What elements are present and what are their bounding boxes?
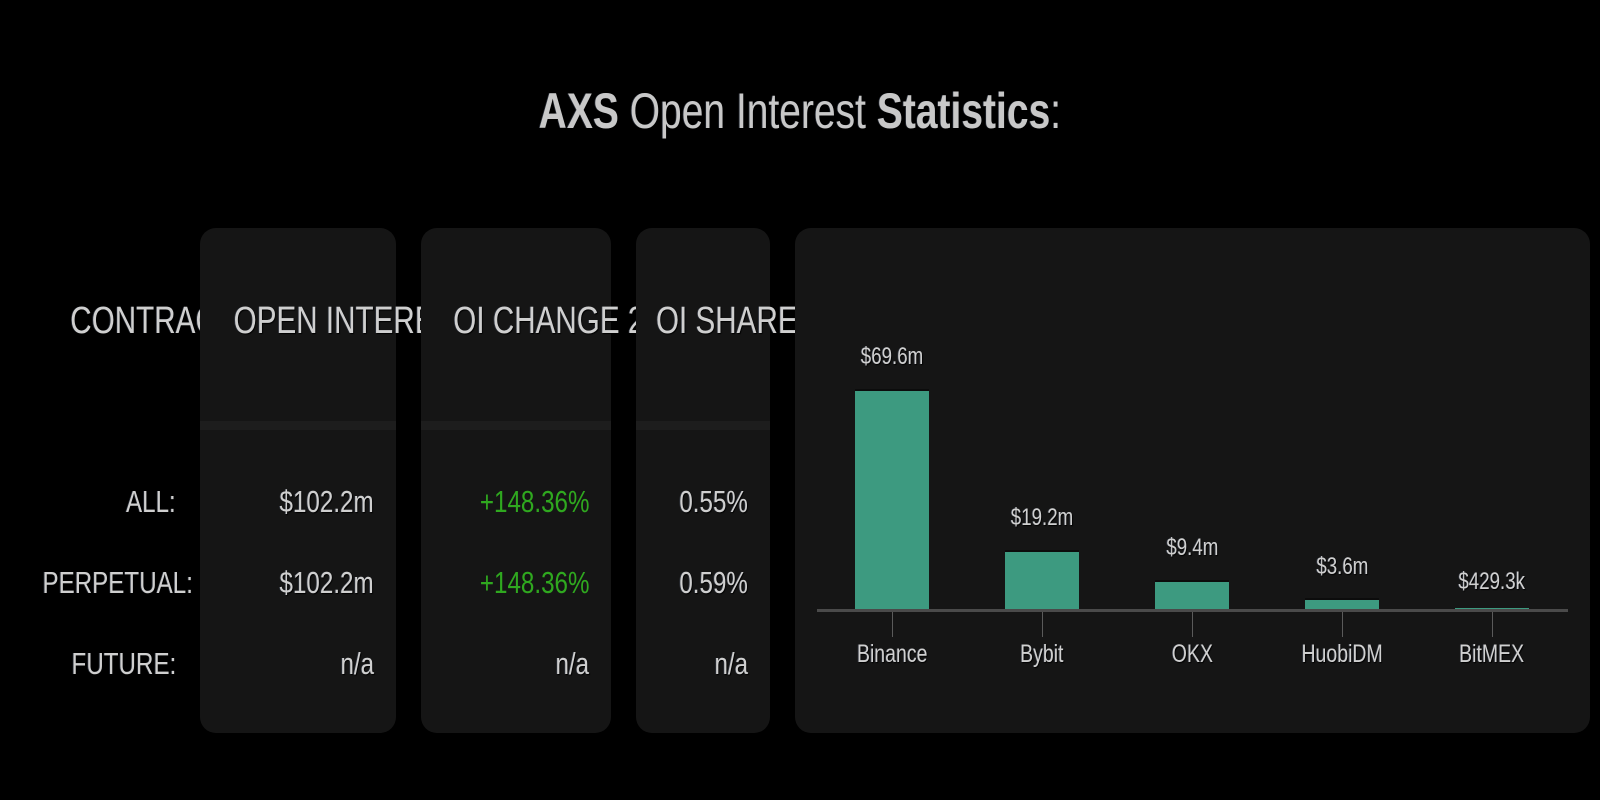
x-label-okx: OKX bbox=[1171, 640, 1213, 668]
open-interest-future: n/a bbox=[340, 646, 374, 681]
oi-share-perpetual: 0.59% bbox=[679, 565, 748, 600]
page-title: AXS Open Interest Statistics: bbox=[0, 82, 1600, 140]
bar-value-label: $69.6m bbox=[860, 343, 924, 370]
bar-bitmex[interactable] bbox=[1455, 608, 1529, 609]
header-contract-type: CONTRACT TYPE bbox=[70, 300, 320, 342]
x-tick bbox=[1492, 612, 1493, 637]
oi-change-perpetual: +148.36% bbox=[479, 565, 589, 600]
open-interest-panel bbox=[200, 228, 396, 733]
x-label-binance: Binance bbox=[856, 640, 928, 668]
x-label-huobidm: HuobiDM bbox=[1301, 640, 1383, 668]
header-open-interest: OPEN INTEREST bbox=[233, 300, 473, 342]
open-interest-all: $102.2m bbox=[279, 484, 374, 519]
x-label-bitmex: BitMEX bbox=[1459, 640, 1525, 668]
title-colon: : bbox=[1050, 83, 1062, 139]
bar-okx[interactable] bbox=[1155, 580, 1229, 609]
header-oi-share: OI SHARE bbox=[655, 300, 798, 342]
bar-value-label: $19.2m bbox=[1010, 504, 1074, 531]
x-axis-line bbox=[817, 609, 1568, 612]
oi-share-all: 0.55% bbox=[679, 484, 748, 519]
oi-change-future: n/a bbox=[555, 646, 589, 681]
title-symbol: AXS bbox=[538, 83, 619, 139]
oi-share-panel bbox=[636, 228, 770, 733]
header-divider bbox=[421, 421, 611, 430]
header-oi-change-24h: OI CHANGE 24H bbox=[453, 300, 683, 342]
row-label-perpetual: PERPETUAL: bbox=[42, 565, 193, 600]
x-label-bybit: Bybit bbox=[1020, 640, 1064, 668]
title-bold-end: Statistics bbox=[876, 83, 1051, 139]
title-middle: Open Interest bbox=[618, 83, 877, 139]
oi-change-all: +148.36% bbox=[479, 484, 589, 519]
bar-value-label: $3.6m bbox=[1315, 553, 1369, 580]
bar-binance[interactable] bbox=[855, 389, 929, 609]
oi-change-panel bbox=[421, 228, 611, 733]
open-interest-perpetual: $102.2m bbox=[279, 565, 374, 600]
bar-value-label: $429.3k bbox=[1458, 568, 1526, 595]
x-tick bbox=[1042, 612, 1043, 637]
header-divider bbox=[636, 421, 770, 430]
oi-share-future: n/a bbox=[714, 646, 748, 681]
x-tick bbox=[892, 612, 893, 637]
bar-bybit[interactable] bbox=[1005, 550, 1079, 609]
header-divider bbox=[200, 421, 396, 430]
row-label-future: FUTURE: bbox=[71, 646, 176, 681]
x-tick bbox=[1192, 612, 1193, 637]
x-tick bbox=[1342, 612, 1343, 637]
bar-huobidm[interactable] bbox=[1305, 598, 1379, 609]
row-label-all: ALL: bbox=[126, 484, 176, 519]
bar-value-label: $9.4m bbox=[1165, 534, 1219, 561]
